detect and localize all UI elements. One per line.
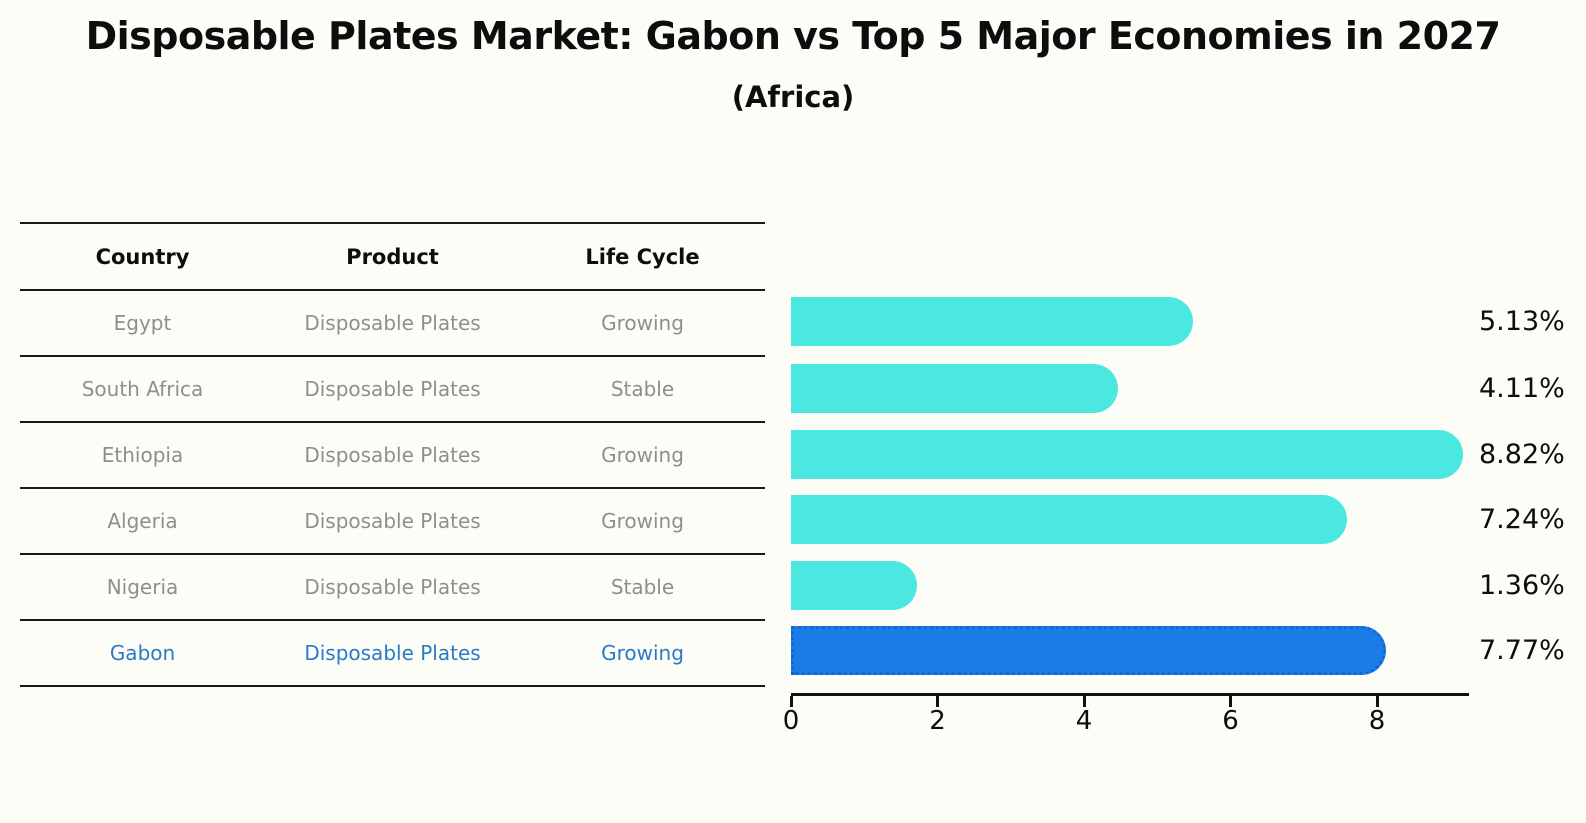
- life-cycle-cell: Stable: [610, 377, 675, 401]
- country-cell: Nigeria: [106, 575, 179, 599]
- product-cell: Disposable Plates: [304, 509, 481, 533]
- country-cell: Algeria: [107, 509, 178, 533]
- life-cycle-cell: Growing: [601, 311, 684, 335]
- bar-gabon: [791, 626, 1387, 675]
- country-cell: South Africa: [81, 377, 204, 401]
- table-row-ethiopia: Ethiopia Disposable Plates Growing: [20, 421, 765, 487]
- country-cell: Gabon: [109, 641, 176, 665]
- x-axis-tick-label: 6: [1222, 706, 1239, 736]
- x-axis-tick: [789, 696, 793, 707]
- life-cycle-cell: Stable: [610, 575, 675, 599]
- value-label-algeria: 7.24%: [1479, 504, 1565, 535]
- data-table: Country Product Life Cycle Egypt Disposa…: [20, 222, 765, 687]
- bar-algeria: [791, 495, 1348, 544]
- table-row-gabon: Gabon Disposable Plates Growing: [20, 619, 765, 685]
- product-cell: Disposable Plates: [304, 443, 481, 467]
- value-label-south-africa: 4.11%: [1479, 372, 1565, 404]
- chart-title: Disposable Plates Market: Gabon vs Top 5…: [85, 14, 1501, 58]
- bar-south-africa: [791, 363, 1119, 413]
- x-axis-tick: [1229, 696, 1232, 707]
- table-row-algeria: Algeria Disposable Plates Growing: [20, 487, 765, 553]
- x-axis-tick-label: 2: [929, 706, 946, 736]
- product-cell: Disposable Plates: [304, 641, 481, 665]
- value-label-nigeria: 1.36%: [1479, 569, 1565, 601]
- value-label-egypt: 5.13%: [1479, 306, 1565, 337]
- bar-ethiopia: [791, 429, 1464, 479]
- value-label-ethiopia: 8.82%: [1479, 438, 1565, 470]
- bar-nigeria: [791, 560, 917, 610]
- x-axis-tick: [1082, 696, 1086, 707]
- life-cycle-cell: Growing: [601, 641, 684, 665]
- x-axis-tick-label: 4: [1075, 706, 1093, 736]
- x-axis-tick: [936, 696, 939, 707]
- chart-subtitle: (Africa): [731, 80, 855, 114]
- column-header-country: Country: [95, 244, 190, 269]
- table-row-egypt: Egypt Disposable Plates Growing: [20, 289, 765, 355]
- life-cycle-cell: Growing: [601, 443, 684, 467]
- table-row-south-africa: South Africa Disposable Plates Stable: [20, 355, 765, 421]
- country-cell: Ethiopia: [101, 443, 184, 467]
- value-label-gabon: 7.77%: [1479, 635, 1565, 666]
- country-cell: Egypt: [113, 311, 172, 335]
- table-header-row: Country Product Life Cycle: [20, 222, 765, 289]
- bar-egypt: [791, 297, 1193, 346]
- x-axis-tick-label: 8: [1368, 706, 1386, 736]
- x-axis-tick: [1375, 696, 1379, 707]
- x-axis-tick-label: 0: [782, 706, 800, 736]
- column-header-product: Product: [346, 244, 439, 269]
- product-cell: Disposable Plates: [304, 575, 481, 599]
- column-header-life-cycle: Life Cycle: [585, 244, 700, 269]
- product-cell: Disposable Plates: [304, 311, 481, 335]
- life-cycle-cell: Growing: [601, 509, 684, 533]
- product-cell: Disposable Plates: [304, 377, 481, 401]
- table-row-nigeria: Nigeria Disposable Plates Stable: [20, 553, 765, 619]
- x-axis-line: [791, 693, 1469, 696]
